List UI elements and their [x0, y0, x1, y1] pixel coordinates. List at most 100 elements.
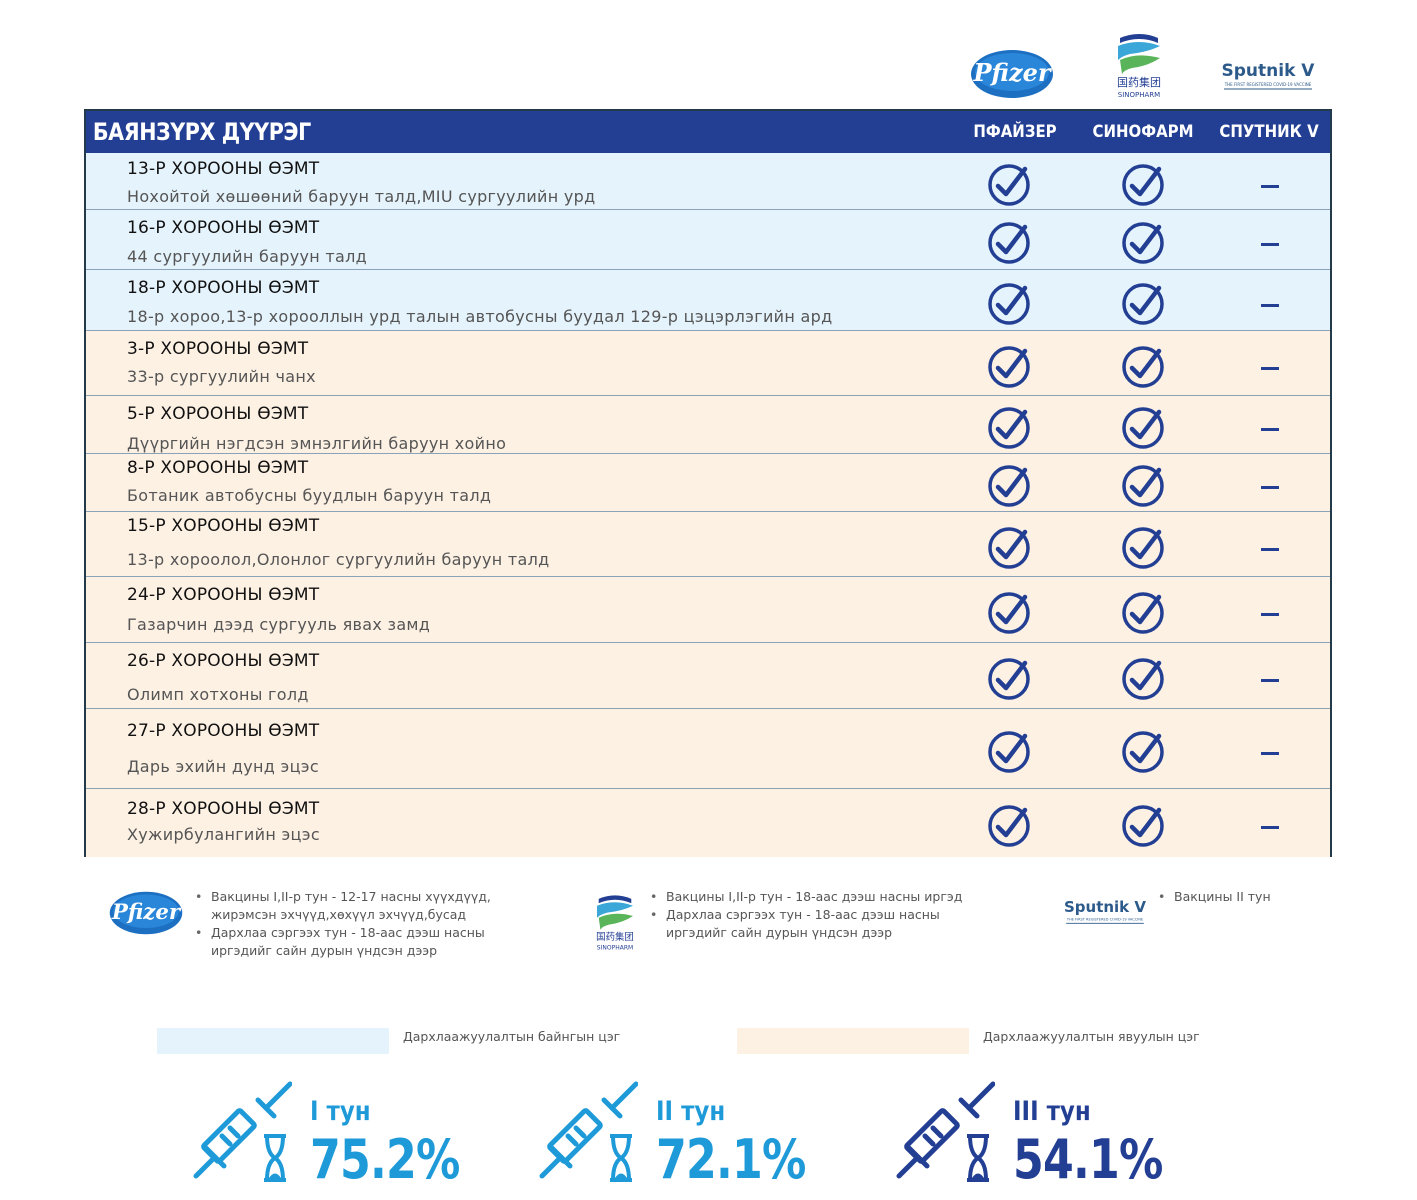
sputnik-logo: Sputnik V THE FIRST REGISTERED COVID-19 …	[1218, 58, 1318, 92]
dash-icon	[1261, 304, 1279, 307]
row-address: Дарь эхийн дунд эцэс	[127, 757, 319, 776]
row-address: Нохойтой хөшөөний баруун талд,MIU сургуу…	[127, 187, 596, 206]
row-address: Газарчин дээд сургууль явах замд	[127, 615, 431, 634]
dash-icon	[1261, 679, 1279, 682]
svg-text:SINOPHARM: SINOPHARM	[597, 944, 633, 951]
check-icon	[1121, 464, 1165, 508]
hourglass-icon	[264, 1134, 286, 1182]
dose-percent: 72.1%	[656, 1128, 806, 1191]
row-title: 13-Р ХОРООНЫ ӨЭМТ	[127, 159, 320, 179]
table-row: 16-Р ХОРООНЫ ӨЭМТ 44 сургуулийн баруун та…	[86, 210, 1330, 270]
dose-percent: 75.2%	[310, 1128, 460, 1191]
svg-text:Sputnik V: Sputnik V	[1222, 61, 1316, 81]
dash-icon	[1261, 826, 1279, 829]
row-address: Олимп хотхоны голд	[127, 685, 309, 704]
sputnik-logo: Sputnik V THE FIRST REGISTERED COVID-19 …	[1060, 896, 1150, 928]
dose-label: I тун	[310, 1096, 371, 1127]
dash-icon	[1261, 243, 1279, 246]
pfizer-logo: Pfizer	[107, 890, 185, 936]
check-icon	[1121, 282, 1165, 326]
check-icon	[1121, 221, 1165, 265]
check-icon	[987, 406, 1031, 450]
row-title: 8-Р ХОРООНЫ ӨЭМТ	[127, 458, 309, 478]
row-address: Ботаник автобусны буудлын баруун талд	[127, 486, 492, 505]
column-header-sputnik: СПУТНИК V	[1219, 122, 1319, 142]
dash-icon	[1261, 428, 1279, 431]
svg-text:Sputnik V: Sputnik V	[1064, 898, 1146, 916]
list-item: Вакцины II тун	[1158, 888, 1358, 906]
dash-icon	[1261, 752, 1279, 755]
dose-stat-2: II тун 72.1%	[538, 1076, 838, 1191]
dash-icon	[1261, 185, 1279, 188]
svg-text:SINOPHARM: SINOPHARM	[1118, 91, 1160, 99]
table-row: 24-Р ХОРООНЫ ӨЭМТ Газарчин дээд сургууль …	[86, 577, 1330, 643]
check-icon	[1121, 804, 1165, 848]
vaccine-notes: Pfizer Вакцины I,II-р тун - 12-17 насны …	[0, 880, 1417, 970]
legend-swatch-fixed	[157, 1028, 389, 1054]
table-row: 15-Р ХОРООНЫ ӨЭМТ 13-р хороолол,Олонлог с…	[86, 512, 1330, 577]
check-icon	[1121, 730, 1165, 774]
row-address: 44 сургуулийн баруун талд	[127, 247, 368, 266]
row-title: 15-Р ХОРООНЫ ӨЭМТ	[127, 516, 320, 536]
hourglass-icon	[610, 1134, 632, 1182]
legend-label-fixed: Дархлаажуулалтын байнгын цэг	[403, 1029, 621, 1044]
syringe-icon	[193, 1081, 292, 1179]
column-header-pfizer: ПФАЙЗЕР	[973, 122, 1057, 142]
row-title: 24-Р ХОРООНЫ ӨЭМТ	[127, 585, 320, 605]
list-item: Вакцины I,II-р тун - 12-17 насны хүүхдүү…	[195, 888, 495, 924]
district-title: БАЯНЗҮРХ ДҮҮРЭГ	[92, 118, 311, 146]
column-header-sinopharm: СИНОФАРМ	[1092, 122, 1194, 142]
row-address: Дүүргийн нэгдсэн эмнэлгийн баруун хойно	[127, 434, 507, 453]
check-icon	[1121, 657, 1165, 701]
row-address: 33-р сургуулийн чанх	[127, 367, 316, 386]
list-item: Вакцины I,II-р тун - 18-аас дээш насны и…	[650, 888, 970, 906]
sinopharm-notes: Вакцины I,II-р тун - 18-аас дээш насны и…	[650, 888, 970, 942]
dash-icon	[1261, 548, 1279, 551]
sinopharm-logo: 国药集团 SINOPHARM	[1110, 30, 1168, 100]
row-title: 16-Р ХОРООНЫ ӨЭМТ	[127, 218, 320, 238]
check-icon	[987, 163, 1031, 207]
legend-swatch-mobile	[737, 1028, 969, 1054]
check-icon	[1121, 406, 1165, 450]
dose-label: III тун	[1013, 1096, 1091, 1127]
svg-text:Pfizer: Pfizer	[111, 900, 182, 925]
row-title: 5-Р ХОРООНЫ ӨЭМТ	[127, 404, 309, 424]
row-title: 18-Р ХОРООНЫ ӨЭМТ	[127, 278, 320, 298]
svg-text:THE FIRST REGISTERED COVID-19: THE FIRST REGISTERED COVID-19 VACCINE	[1066, 918, 1143, 922]
check-icon	[987, 730, 1031, 774]
row-address: 18-р хороо,13-р хорооллын урд талын авто…	[127, 307, 833, 326]
legend-label-mobile: Дархлаажуулалтын явуулын цэг	[983, 1029, 1200, 1044]
check-icon	[987, 526, 1031, 570]
table-row: 3-Р ХОРООНЫ ӨЭМТ 33-р сургуулийн чанх	[86, 331, 1330, 396]
check-icon	[987, 221, 1031, 265]
dash-icon	[1261, 613, 1279, 616]
pfizer-notes: Вакцины I,II-р тун - 12-17 насны хүүхдүү…	[195, 888, 495, 960]
table-row: 26-Р ХОРООНЫ ӨЭМТ Олимп хотхоны голд	[86, 643, 1330, 709]
dose-label: II тун	[656, 1096, 726, 1127]
check-icon	[1121, 163, 1165, 207]
svg-text:国药集团: 国药集团	[596, 931, 634, 943]
check-icon	[987, 804, 1031, 848]
sinopharm-logo: 国药集团 SINOPHARM	[590, 892, 640, 951]
check-icon	[987, 345, 1031, 389]
table-header: БАЯНЗҮРХ ДҮҮРЭГ ПФАЙЗЕР СИНОФАРМ СПУТНИК…	[86, 111, 1330, 153]
vaccination-table: БАЯНЗҮРХ ДҮҮРЭГ ПФАЙЗЕР СИНОФАРМ СПУТНИК…	[84, 109, 1332, 857]
svg-text:THE FIRST REGISTERED COVID-19: THE FIRST REGISTERED COVID-19 VACCINE	[1224, 82, 1312, 87]
syringe-icon	[539, 1081, 638, 1179]
hourglass-icon	[967, 1134, 989, 1182]
table-row: 13-Р ХОРООНЫ ӨЭМТ Нохойтой хөшөөний баруу…	[86, 153, 1330, 210]
dose-stat-1: I тун 75.2%	[192, 1076, 492, 1191]
check-icon	[987, 282, 1031, 326]
check-icon	[1121, 591, 1165, 635]
table-row: 18-Р ХОРООНЫ ӨЭМТ 18-р хороо,13-р хороолл…	[86, 270, 1330, 331]
list-item: Дархлаа сэргээх тун - 18-аас дээш насны …	[195, 924, 495, 960]
row-title: 27-Р ХОРООНЫ ӨЭМТ	[127, 721, 320, 741]
check-icon	[987, 464, 1031, 508]
row-title: 26-Р ХОРООНЫ ӨЭМТ	[127, 651, 320, 671]
sputnik-notes: Вакцины II тун	[1158, 888, 1358, 906]
dose-percent: 54.1%	[1013, 1128, 1163, 1191]
row-title: 3-Р ХОРООНЫ ӨЭМТ	[127, 339, 309, 359]
table-row: 28-Р ХОРООНЫ ӨЭМТ Хужирбулангийн эцэс	[86, 789, 1330, 857]
dash-icon	[1261, 367, 1279, 370]
row-address: 13-р хороолол,Олонлог сургуулийн баруун …	[127, 550, 550, 569]
